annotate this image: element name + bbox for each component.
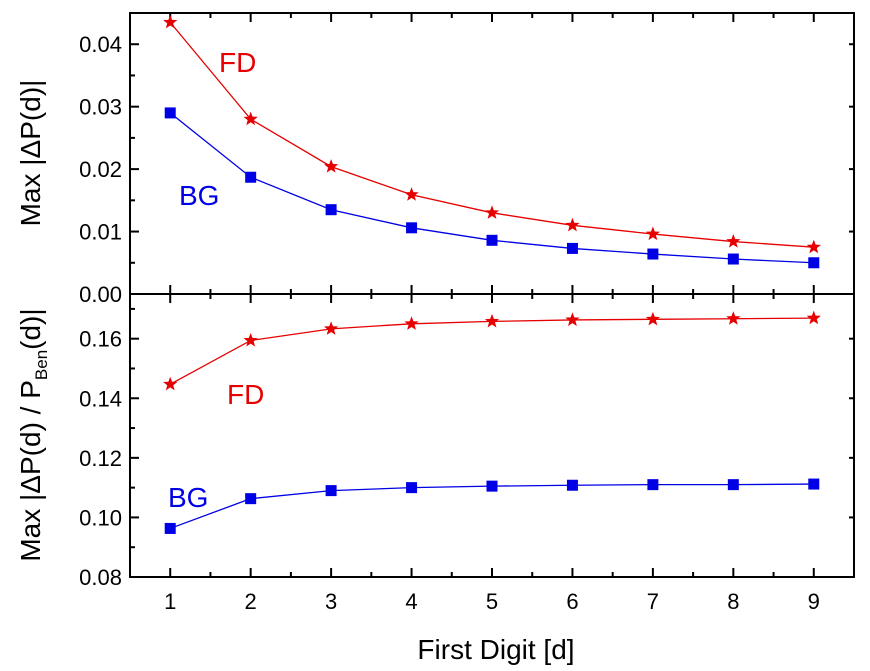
y-axis-title-bottom: Max |ΔP(d) / PBen(d)| [15,308,51,561]
data-point-fd [404,316,419,330]
data-point-bg [486,480,498,492]
data-point-fd [323,321,339,335]
series-line-fd-bottom [169,317,814,385]
y-tick-label: 0.14 [79,386,122,411]
data-point-bg [406,222,418,234]
y-tick-label: 0.16 [79,327,122,352]
series-label-bg: BG [168,482,208,513]
series-label-fd: FD [219,47,256,78]
x-tick-label: 2 [245,589,257,614]
y-tick-label: 0.10 [79,505,122,530]
x-tick-label: 1 [164,589,176,614]
data-point-bg [566,479,578,491]
x-tick-label: 9 [808,589,820,614]
data-point-bg [245,171,257,183]
data-point-fd [243,332,258,347]
data-point-bg [727,253,739,265]
y-tick-label: 0.00 [79,282,122,307]
data-point-fd [726,311,741,325]
x-tick-label: 7 [647,589,659,614]
data-point-fd [163,14,178,29]
data-point-bg [406,482,418,494]
data-point-bg [164,107,176,119]
data-point-fd [163,376,178,391]
x-tick-label: 5 [486,589,498,614]
data-point-bg [727,479,739,491]
y-tick-label: 0.02 [79,157,122,182]
series-label-bg: BG [179,180,219,211]
y-tick-label: 0.08 [79,565,122,590]
data-point-fd [726,234,741,248]
x-tick-label: 4 [405,589,417,614]
data-point-bg [325,204,337,216]
x-axis-title: First Digit [d] [417,634,574,665]
data-point-fd [404,187,419,201]
data-point-fd [806,310,821,325]
data-point-bg [808,478,820,490]
data-point-fd [484,205,500,219]
data-point-bg [647,248,659,260]
series-label-fd: FD [227,379,264,410]
y-tick-label: 0.03 [79,95,122,120]
panel-frame-bottom [129,293,855,578]
data-point-bg [808,257,820,269]
x-tick-label: 8 [727,589,739,614]
data-point-bg [164,522,176,534]
data-point-fd [565,217,580,232]
x-tick-label: 6 [566,589,578,614]
data-point-fd [565,312,580,326]
x-tick-label: 3 [325,589,337,614]
y-tick-label: 0.01 [79,220,122,245]
y-tick-label: 0.12 [79,446,122,471]
y-axis-title-top: Max |ΔP(d)| [15,80,46,227]
data-point-fd [323,159,339,173]
data-point-fd [484,313,500,328]
data-point-bg [325,485,337,497]
data-point-fd [645,311,661,326]
data-point-bg [245,493,257,505]
data-point-bg [566,242,578,254]
data-point-fd [645,226,661,241]
data-point-fd [243,111,258,126]
data-point-bg [486,234,498,246]
y-tick-label: 0.04 [79,32,122,57]
data-point-fd [806,239,821,254]
data-point-bg [647,479,659,491]
